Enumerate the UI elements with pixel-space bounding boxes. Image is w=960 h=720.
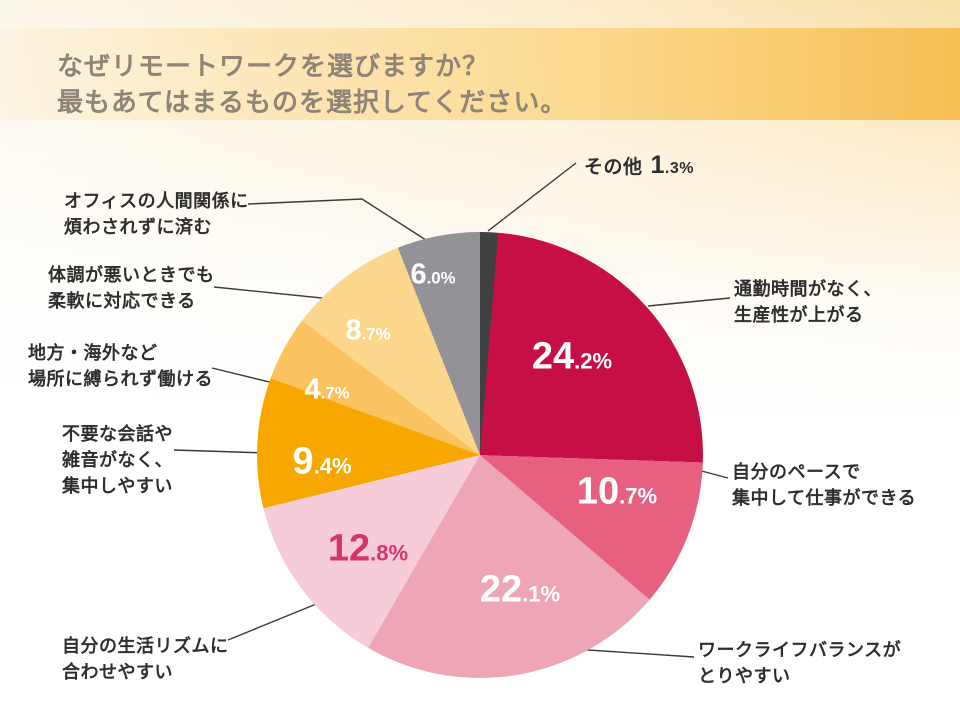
pct-rest: .0%: [426, 268, 456, 288]
leader-line-no-noise: [173, 449, 268, 454]
pct-rest: .2%: [574, 348, 613, 374]
pct-int: 12: [327, 527, 371, 570]
pct-int: 24: [531, 335, 575, 378]
slice-label-life-rhythm: 自分の生活リズムに 合わせやすい: [62, 636, 229, 683]
pct-int: 4: [304, 373, 321, 406]
pct-int: 10: [576, 470, 620, 513]
leader-line-commute: [647, 297, 731, 307]
slice-label-work-life-balance: ワークライフバランスが とりやすい: [698, 640, 902, 687]
pct-label-own-pace: 10.7%: [577, 471, 657, 514]
page-title-line2: 最もあてはまるものを選択してください。: [57, 87, 568, 118]
pct-rest: .1%: [522, 581, 561, 607]
slice-label-office-relations: オフィスの人間関係に 煩わされずに済む: [64, 191, 249, 238]
pct-int: 8: [345, 314, 362, 347]
slice-label-no-noise: 不要な会話や 雑音がなく、 集中しやすい: [62, 424, 173, 497]
pie-chart: [257, 232, 703, 678]
slice-label-own-pace: 自分のペースで 集中して仕事ができる: [732, 462, 917, 509]
slice-label-other: その他 1.3%: [584, 147, 694, 183]
pct-rest: .7%: [619, 483, 658, 509]
slice-label-health: 体調が悪いときでも 柔軟に対応できる: [48, 265, 215, 312]
pct-label-office-relations: 6.0%: [410, 259, 455, 292]
leader-line-life-rhythm: [227, 599, 327, 641]
pct-label-work-life-balance: 22.1%: [480, 569, 560, 612]
slice-label-commute: 通勤時間がなく、 生産性が上がる: [734, 279, 882, 326]
pct-rest: .7%: [361, 324, 391, 344]
pct-rest: .7%: [320, 383, 350, 403]
slice-label-other-text: その他: [584, 157, 643, 178]
leader-line-office-relations: [247, 198, 430, 243]
slice-label-other-pct: 1.3%: [651, 147, 694, 183]
pct-rest: .4%: [313, 453, 352, 479]
pct-label-location-free: 4.7%: [304, 374, 349, 407]
pct-rest: .8%: [370, 540, 409, 566]
pct-rest: .3%: [664, 160, 694, 177]
pct-int: 9: [292, 440, 314, 483]
pct-label-life-rhythm: 12.8%: [328, 528, 408, 571]
pct-int: 22: [479, 568, 523, 611]
title-band: [0, 28, 960, 120]
slice-label-location-free: 地方・海外など 場所に縛られず働ける: [28, 343, 213, 390]
page-title-line1: なぜリモートワークを選びますか？: [57, 51, 490, 81]
leader-line-other: [487, 162, 577, 232]
pct-label-health: 8.7%: [345, 315, 390, 348]
pct-label-no-noise: 9.4%: [292, 441, 351, 484]
page-title: なぜリモートワークを選びますか？ 最もあてはまるものを選択してください。: [57, 48, 567, 121]
pct-label-commute: 24.2%: [532, 336, 612, 379]
pct-int: 1: [650, 151, 665, 179]
pct-int: 6: [410, 258, 427, 291]
